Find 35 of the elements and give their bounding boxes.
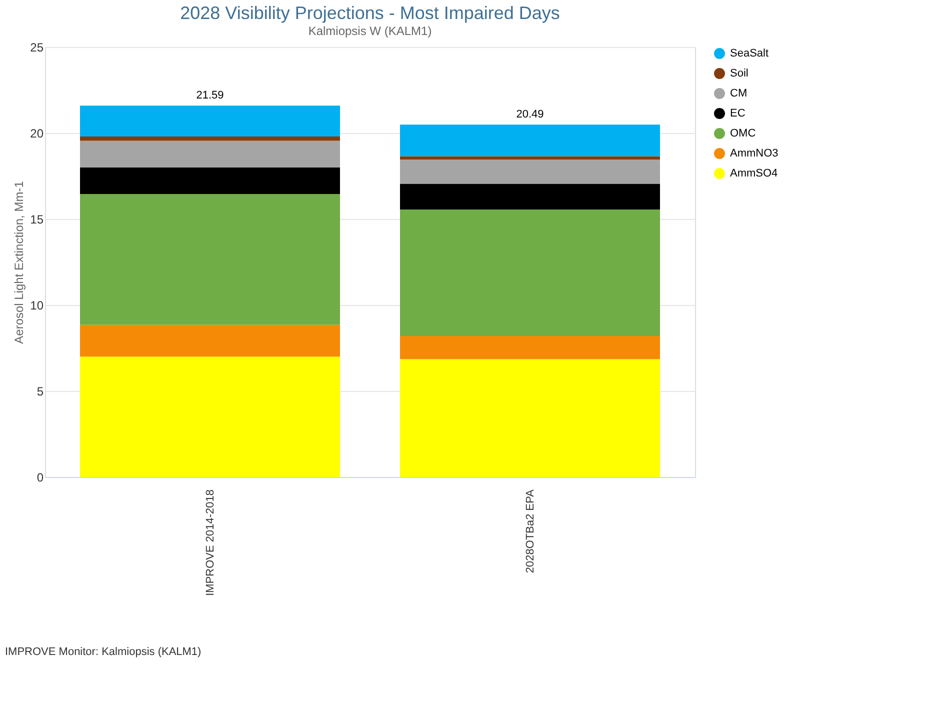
y-tick-label: 25 (30, 40, 44, 54)
bar (80, 194, 340, 325)
bar (80, 140, 340, 168)
chart-title: 2028 Visibility Projections - Most Impaired Days (180, 3, 560, 23)
y-axis-title: Aerosol Light Extinction, Mm-1 (12, 180, 26, 344)
bar (400, 359, 660, 477)
legend-label: SeaSalt (730, 48, 769, 60)
total-label: 20.49 (516, 108, 544, 121)
legend-label: Soil (730, 68, 748, 80)
legend-label: OMC (730, 128, 756, 140)
bar (80, 324, 340, 357)
y-tick-label: 20 (30, 126, 44, 140)
bar (400, 156, 660, 160)
chart-subtitle: Kalmiopsis W (KALM1) (308, 24, 432, 38)
bar (400, 210, 660, 336)
bar (80, 356, 340, 477)
y-tick-label: 5 (36, 384, 44, 398)
legend-label: CM (730, 88, 748, 100)
bar (400, 124, 660, 156)
bar (400, 336, 660, 360)
legend-label: AmmNO3 (730, 148, 778, 160)
text: IMPROVE Monitor: Kalmiopsis (KALM1) (5, 646, 202, 658)
bar (400, 184, 660, 210)
y-tick-label: 10 (30, 298, 44, 312)
y-tick-label: 0 (36, 470, 44, 484)
x-tick-label: IMPROVE 2014-2018 (204, 490, 216, 596)
bar (80, 106, 340, 136)
bar (400, 160, 660, 184)
x-tick-label: 2028OTBa2 EPA (524, 488, 536, 574)
legend-label: AmmSO4 (730, 168, 778, 180)
bar (80, 167, 340, 194)
legend-label: EC (730, 108, 746, 120)
total-label: 21.59 (196, 90, 224, 102)
bar (80, 136, 340, 141)
y-tick-label: 15 (30, 212, 44, 226)
